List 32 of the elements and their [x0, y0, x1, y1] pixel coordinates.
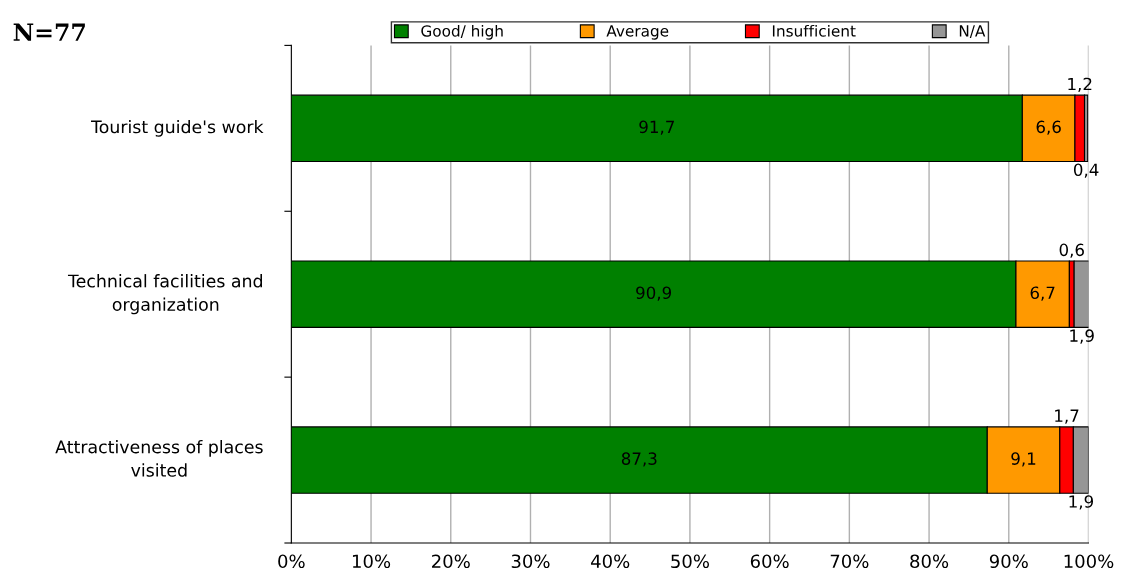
x-tick-label: 50% [671, 554, 709, 569]
x-tick-label: 10% [352, 554, 391, 569]
data-label: 90,9 [636, 286, 672, 301]
x-tick-label: 40% [591, 554, 630, 569]
data-label: 6,6 [1036, 120, 1061, 135]
x-tick-label: 60% [750, 554, 789, 569]
data-label: 91,7 [639, 120, 674, 135]
legend-label: Insufficient [772, 24, 856, 37]
data-label: 87,3 [621, 452, 657, 467]
x-tick-label: 20% [432, 554, 470, 569]
x-tick-label: 80% [910, 554, 949, 569]
y-tick-label: Tourist guide's work [91, 119, 264, 137]
data-label: 1,9 [1069, 495, 1094, 510]
text: N=77 [13, 23, 85, 41]
x-tick-label: 30% [511, 554, 550, 569]
data-label: 9,1 [1011, 452, 1036, 467]
data-label: 1,7 [1055, 409, 1079, 424]
data-label: 0,6 [1059, 243, 1084, 258]
legend-label: N/A [959, 25, 986, 38]
data-label: 0,4 [1073, 163, 1099, 178]
x-tick-label: 100% [1064, 554, 1114, 569]
data-label: 1,9 [1070, 329, 1094, 344]
y-tick-label: Attractiveness of places visited [55, 439, 263, 477]
data-label: 1,2 [1068, 77, 1092, 92]
x-tick-label: 70% [830, 554, 869, 569]
bar [1073, 260, 1089, 328]
legend-label: Good/ high [421, 24, 503, 40]
y-tick-label: Technical facilities and organization [67, 274, 262, 315]
x-tick-label: 90% [989, 554, 1028, 569]
x-tick-label: 0% [278, 554, 305, 569]
legend-label: Average [606, 25, 669, 40]
data-label: 6,7 [1030, 286, 1055, 301]
